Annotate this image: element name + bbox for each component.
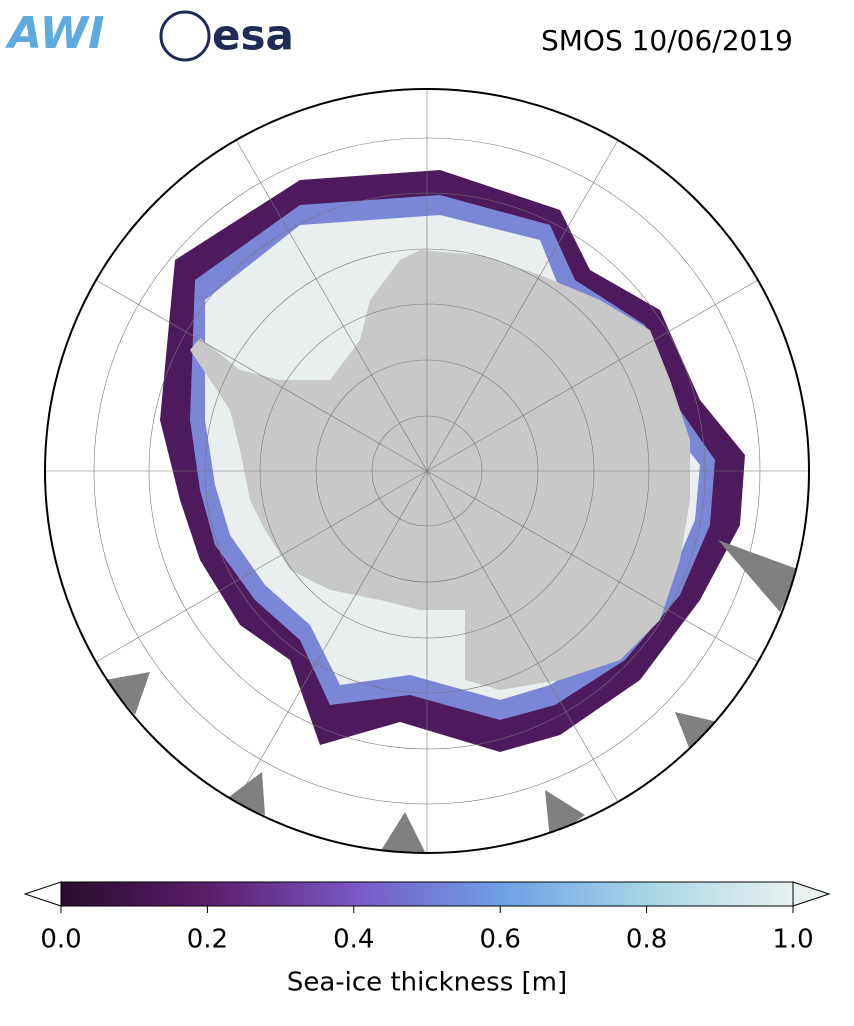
map: [45, 89, 809, 853]
antarctica: [190, 250, 690, 690]
colorbar-tick-label: 0.2: [187, 925, 228, 955]
colorbar-tick-label: 0.6: [480, 925, 521, 955]
esa-icon: [159, 10, 211, 62]
map-title: SMOS 10/06/2019: [541, 24, 793, 57]
colorbar-extend-low: [23, 881, 62, 907]
logo-esa: esa: [212, 11, 294, 60]
map-frame: [44, 88, 810, 854]
colorbar-tick-label: 0.4: [333, 925, 374, 955]
logo-awi: AWI: [5, 8, 105, 59]
colorbar-tick-label: 0.8: [626, 925, 667, 955]
colorbar: [60, 881, 794, 907]
colorbar-extend-high: [792, 881, 831, 907]
colorbar-tick-label: 1.0: [772, 925, 813, 955]
graticule: [45, 89, 809, 853]
colorbar-label: Sea-ice thickness [m]: [287, 968, 567, 998]
colorbar-tick-label: 0.0: [40, 925, 81, 955]
